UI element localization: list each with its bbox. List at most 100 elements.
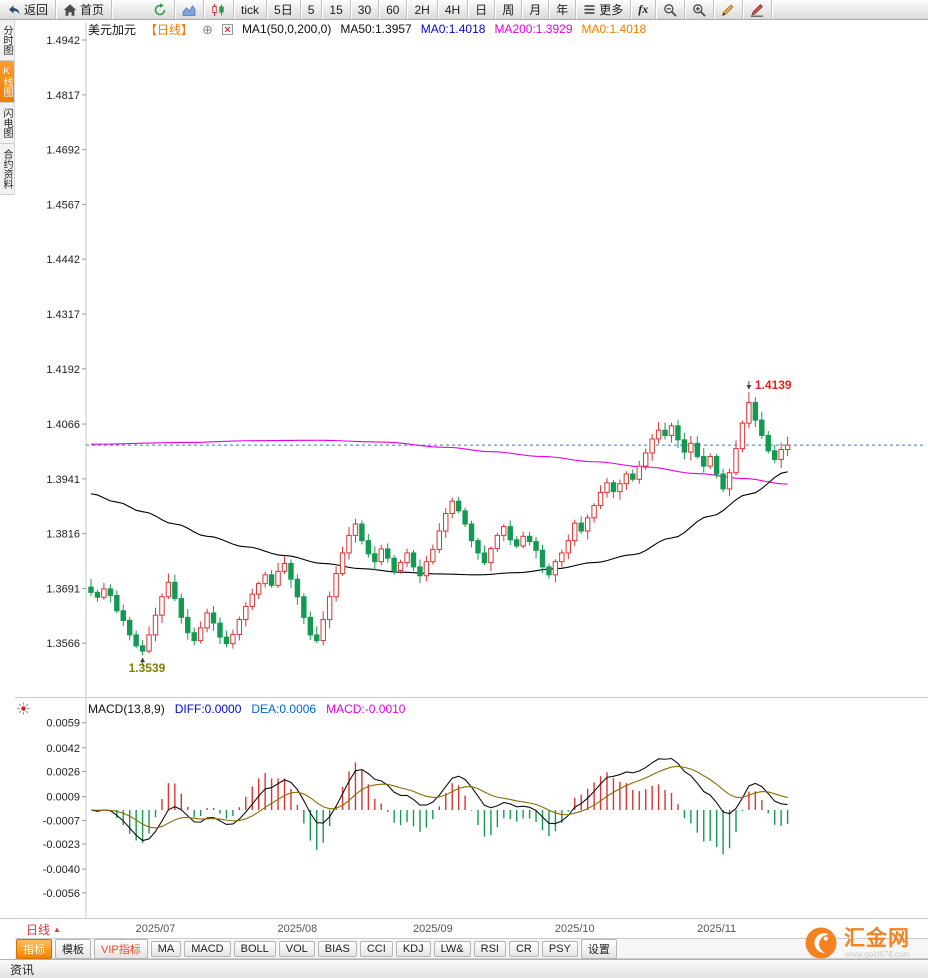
zoomin-icon <box>692 3 706 17</box>
svg-text:2025/11: 2025/11 <box>697 923 736 935</box>
svg-text:1.3539: 1.3539 <box>129 661 166 675</box>
toolbar-m60-button[interactable]: 60 <box>379 0 408 19</box>
toolbar-day-button[interactable]: 日 <box>468 0 496 19</box>
svg-text:1.4066: 1.4066 <box>46 419 80 431</box>
toolbar-more-button[interactable]: 更多 <box>576 0 632 19</box>
news-tab[interactable]: 资讯 <box>10 962 35 977</box>
bottom-tab-macd[interactable]: MACD <box>184 940 231 957</box>
bottom-tab-rsi[interactable]: RSI <box>473 940 506 957</box>
candles-icon <box>211 3 226 17</box>
toolbar-h4-button[interactable]: 4H <box>438 0 469 19</box>
svg-text:1.3566: 1.3566 <box>46 638 80 650</box>
indicator-settings-icon[interactable] <box>17 702 30 715</box>
status-bar: 资讯 <box>0 959 928 978</box>
svg-text:2025/10: 2025/10 <box>555 923 595 935</box>
home-icon <box>63 3 77 17</box>
svg-text:1.4139: 1.4139 <box>755 378 792 392</box>
remove-indicator-icon[interactable] <box>221 23 233 35</box>
svg-text:1.3816: 1.3816 <box>46 529 80 541</box>
svg-text:1.4692: 1.4692 <box>46 145 80 157</box>
brand-name: 汇金网 <box>844 926 910 950</box>
bottom-tab-vol[interactable]: VOL <box>278 940 315 957</box>
add-indicator-icon[interactable]: ⊕ <box>202 21 213 37</box>
zoomout-icon <box>663 3 677 17</box>
toolbar-5d-label: 5日 <box>274 3 293 17</box>
expand-triangle-icon: ▲ <box>53 925 61 934</box>
svg-text:1.4442: 1.4442 <box>46 254 80 266</box>
ma50-value: MA50:1.3957 <box>340 22 412 36</box>
side-tab-contract-info[interactable]: 合约资料 <box>0 144 14 195</box>
toolbar-m5-label: 5 <box>307 2 315 17</box>
toolbar-m60-label: 60 <box>386 2 400 17</box>
svg-text:-0.0056: -0.0056 <box>43 888 80 900</box>
bottom-tab-indicators[interactable]: 指标 <box>16 938 52 959</box>
ma0-value-orange: MA0:1.4018 <box>581 22 647 36</box>
toolbar-back-label: 返回 <box>24 3 49 17</box>
svg-text:2025/08: 2025/08 <box>278 923 318 935</box>
side-tab-kline-chart[interactable]: K线图 <box>0 61 14 103</box>
bottom-tab-psy[interactable]: PSY <box>541 940 578 957</box>
svg-text:1.4942: 1.4942 <box>46 35 80 47</box>
toolbar-back-button[interactable]: 返回 <box>0 0 57 19</box>
bottom-tab-templates[interactable]: 模板 <box>55 938 91 959</box>
toolbar-year-button[interactable]: 年 <box>549 0 577 19</box>
toolbar-m30-button[interactable]: 30 <box>351 0 380 19</box>
toolbar-draw-line-button[interactable] <box>743 0 773 19</box>
toolbar-week-button[interactable]: 周 <box>495 0 523 19</box>
bottom-tab-cr[interactable]: CR <box>508 940 539 957</box>
svg-text:0.0059: 0.0059 <box>46 718 80 730</box>
macd-params-label: MACD(13,8,9) <box>88 701 165 716</box>
brand-logo-icon <box>804 926 838 960</box>
bottom-tab-settings[interactable]: 设置 <box>580 938 617 959</box>
side-tab-time-chart[interactable]: 分时图 <box>0 20 14 61</box>
bottom-tab-bias[interactable]: BIAS <box>317 940 357 957</box>
svg-text:1.3941: 1.3941 <box>46 474 80 486</box>
bottom-tab-kdj[interactable]: KDJ <box>395 940 431 957</box>
toolbar-m5-button[interactable]: 5 <box>301 0 323 19</box>
toolbar-refresh-button[interactable] <box>146 0 176 19</box>
back-icon <box>7 3 21 17</box>
bottom-tab-boll[interactable]: BOLL <box>233 940 276 957</box>
bottom-tab-lw[interactable]: LW& <box>433 940 471 957</box>
bottom-tab-ma[interactable]: MA <box>150 940 182 957</box>
period-selector[interactable]: 日线 ▲ <box>26 921 61 938</box>
svg-text:1.3691: 1.3691 <box>46 583 80 595</box>
menu-icon <box>583 3 596 16</box>
toolbar-h4-label: 4H <box>444 2 461 17</box>
period-tag: 【日线】 <box>145 22 194 37</box>
toolbar-area-chart-button[interactable] <box>175 0 205 19</box>
macd-value: MACD:-0.0010 <box>326 701 406 716</box>
toolbar-month-button[interactable]: 月 <box>522 0 550 19</box>
toolbar-draw-button[interactable] <box>714 0 744 19</box>
toolbar-week-label: 周 <box>502 3 515 17</box>
symbol-name: 美元加元 <box>88 22 137 37</box>
svg-text:2025/07: 2025/07 <box>136 923 176 935</box>
svg-text:0.0026: 0.0026 <box>46 767 80 779</box>
toolbar-zoom-in-button[interactable] <box>685 0 715 19</box>
svg-text:0.0009: 0.0009 <box>46 792 80 804</box>
toolbar-h2-button[interactable]: 2H <box>407 0 438 19</box>
brand-url: www.gold678.com <box>845 949 910 959</box>
macd-dea-value: DEA:0.0006 <box>251 701 317 716</box>
bottom-tab-cci[interactable]: CCI <box>359 940 393 957</box>
brand-logo: 汇金网 www.gold678.com <box>804 926 910 960</box>
toolbar-fx-label: fx <box>638 2 649 16</box>
toolbar-tick-button[interactable]: tick <box>234 0 268 19</box>
pencil-icon <box>721 3 735 17</box>
toolbar-5d-button[interactable]: 5日 <box>267 0 301 19</box>
left-tab-strip: 分时图 K线图 闪电图 合约资料 <box>0 20 15 195</box>
svg-text:-0.0023: -0.0023 <box>43 839 80 851</box>
indicator-tabbar: 指标 模板 VIP指标 MA MACD BOLL VOL BIAS CCI KDJ LW& RSI CR… <box>15 938 928 959</box>
toolbar-tick-label: tick <box>241 2 260 17</box>
toolbar-home-button[interactable]: 首页 <box>56 0 113 19</box>
bottom-tab-vip-indicators[interactable]: VIP指标 <box>94 938 148 959</box>
side-tab-lightning-chart[interactable]: 闪电图 <box>0 103 14 144</box>
toolbar-zoom-out-button[interactable] <box>656 0 686 19</box>
toolbar-candle-chart-button[interactable] <box>204 0 235 19</box>
ma-settings-label: MA1(50,0,200,0) <box>241 22 332 36</box>
toolbar-fx-button[interactable]: fx <box>631 0 657 19</box>
chart-title-bar: 美元加元 【日线】 ⊕ MA1(50,0,200,0) MA50:1.3957 … <box>88 21 646 37</box>
toolbar-m15-button[interactable]: 15 <box>322 0 351 19</box>
